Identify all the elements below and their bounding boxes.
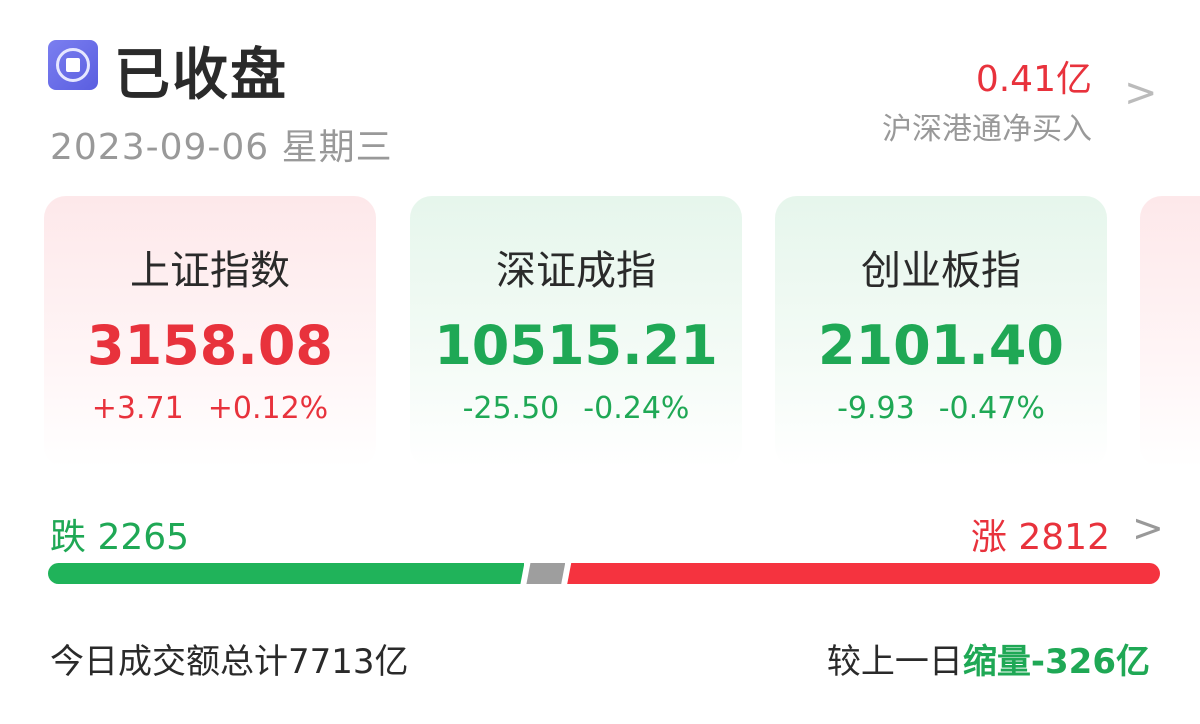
index-card-sz[interactable]: 深证成指 10515.21 -25.50 -0.24% <box>410 196 742 468</box>
index-pct: +0.12% <box>207 391 329 426</box>
index-pct: -0.47% <box>938 391 1045 426</box>
fall-value: 2265 <box>97 517 190 558</box>
index-value: 2101.40 <box>818 314 1064 377</box>
index-name: 创业板指 <box>861 248 1021 294</box>
turnover: 今日成交额总计7713亿 <box>50 634 409 683</box>
rise-segment <box>567 563 1160 584</box>
fall-label: 跌 <box>50 517 87 558</box>
flat-segment <box>526 563 565 584</box>
index-name: 深证成指 <box>496 248 656 294</box>
index-change: +3.71 <box>91 391 184 426</box>
index-value: 3158.08 <box>87 314 333 377</box>
compare-label: 较上一日 <box>826 642 963 682</box>
fall-count: 跌 2265 <box>50 508 189 560</box>
fall-segment <box>48 563 524 584</box>
turnover-value: 7713亿 <box>288 642 409 682</box>
index-card-partial[interactable] <box>1140 196 1200 468</box>
chevron-right-icon[interactable]: > <box>1132 506 1164 550</box>
volume-compare: 较上一日缩量-326亿 <box>827 634 1150 683</box>
rise-count[interactable]: 涨 2812 <box>971 508 1110 560</box>
compare-change-label: 缩量 <box>962 642 1031 682</box>
index-change: -25.50 <box>462 391 560 426</box>
rise-value: 2812 <box>1018 517 1110 558</box>
index-card-cyb[interactable]: 创业板指 2101.40 -9.93 -0.47% <box>775 196 1107 468</box>
index-value: 10515.21 <box>434 314 718 377</box>
trade-date: 2023-09-06 星期三 <box>50 118 393 170</box>
index-card-sh[interactable]: 上证指数 3158.08 +3.71 +0.12% <box>44 196 376 468</box>
compare-change: -326亿 <box>1030 642 1150 682</box>
date-text: 2023-09-06 <box>50 127 270 168</box>
stop-circle-icon <box>48 40 98 90</box>
market-status: 已收盘 <box>114 43 288 108</box>
index-change: -9.93 <box>837 391 915 426</box>
breadth-bar <box>48 563 1160 584</box>
netbuy-value[interactable]: 0.41亿 <box>975 59 1092 100</box>
chevron-right-icon[interactable]: > <box>1124 70 1158 116</box>
netbuy-label[interactable]: 沪深港通净买入 <box>882 112 1092 147</box>
index-pct: -0.24% <box>583 391 690 426</box>
index-name: 上证指数 <box>130 248 290 294</box>
rise-label: 涨 <box>970 517 1007 558</box>
turnover-label: 今日成交额总计 <box>50 642 288 682</box>
weekday-text: 星期三 <box>281 127 393 168</box>
